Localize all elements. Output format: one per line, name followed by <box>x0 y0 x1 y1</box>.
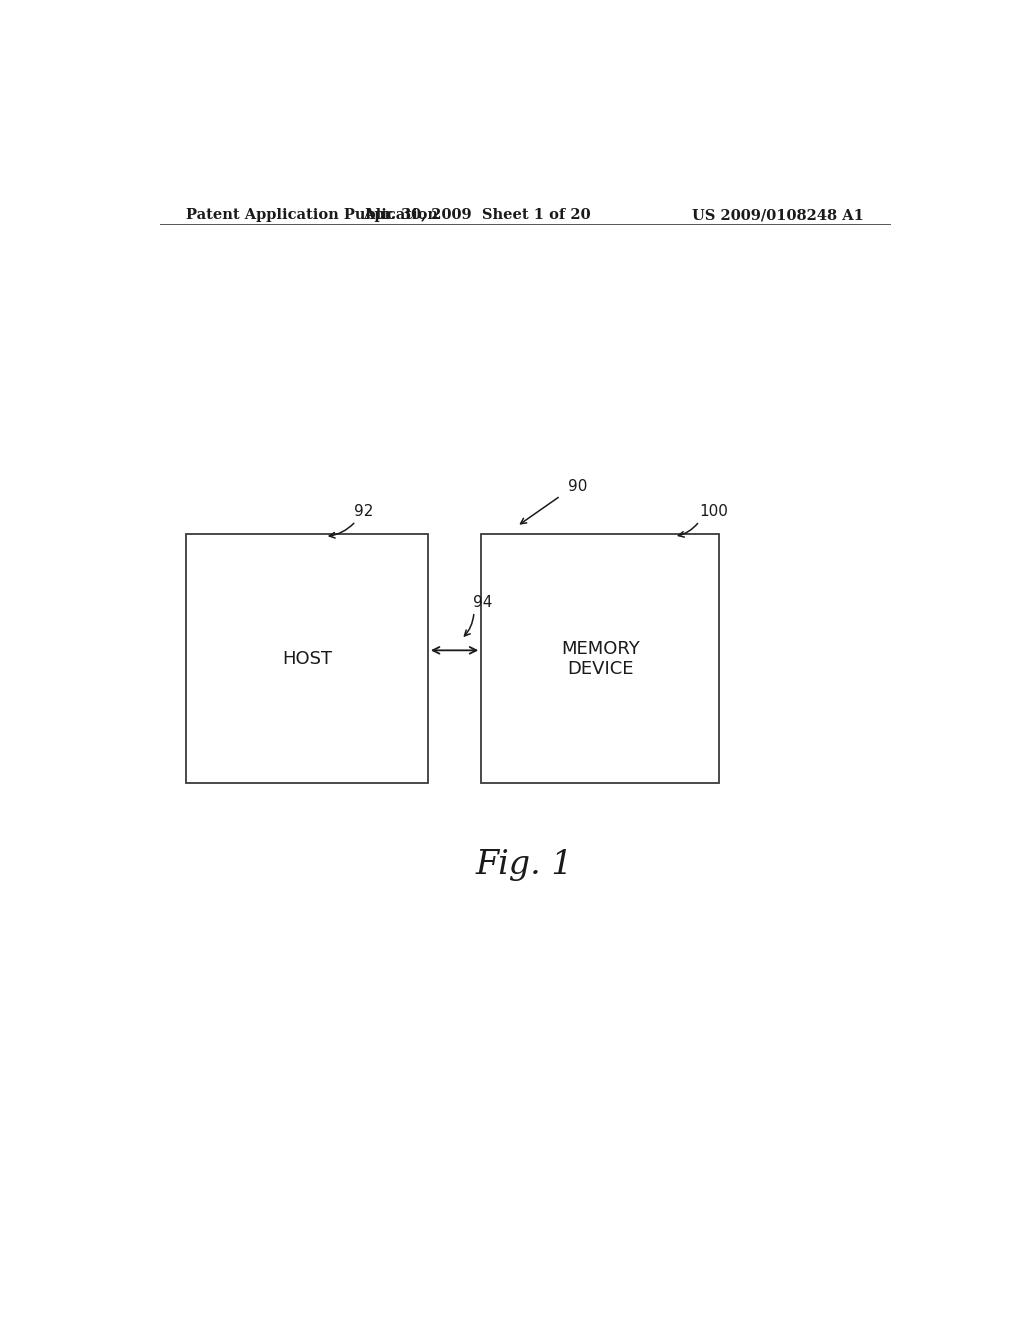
Text: US 2009/0108248 A1: US 2009/0108248 A1 <box>692 209 863 222</box>
Text: 90: 90 <box>568 479 588 494</box>
Text: Fig. 1: Fig. 1 <box>476 849 573 880</box>
Text: Patent Application Publication: Patent Application Publication <box>186 209 438 222</box>
Text: Apr. 30, 2009  Sheet 1 of 20: Apr. 30, 2009 Sheet 1 of 20 <box>364 209 591 222</box>
Text: 94: 94 <box>473 595 493 610</box>
Text: 100: 100 <box>699 504 728 519</box>
Text: 92: 92 <box>354 504 374 519</box>
Text: MEMORY
DEVICE: MEMORY DEVICE <box>561 640 640 678</box>
Text: HOST: HOST <box>282 649 332 668</box>
Bar <box>186 535 428 784</box>
Bar <box>481 535 719 784</box>
